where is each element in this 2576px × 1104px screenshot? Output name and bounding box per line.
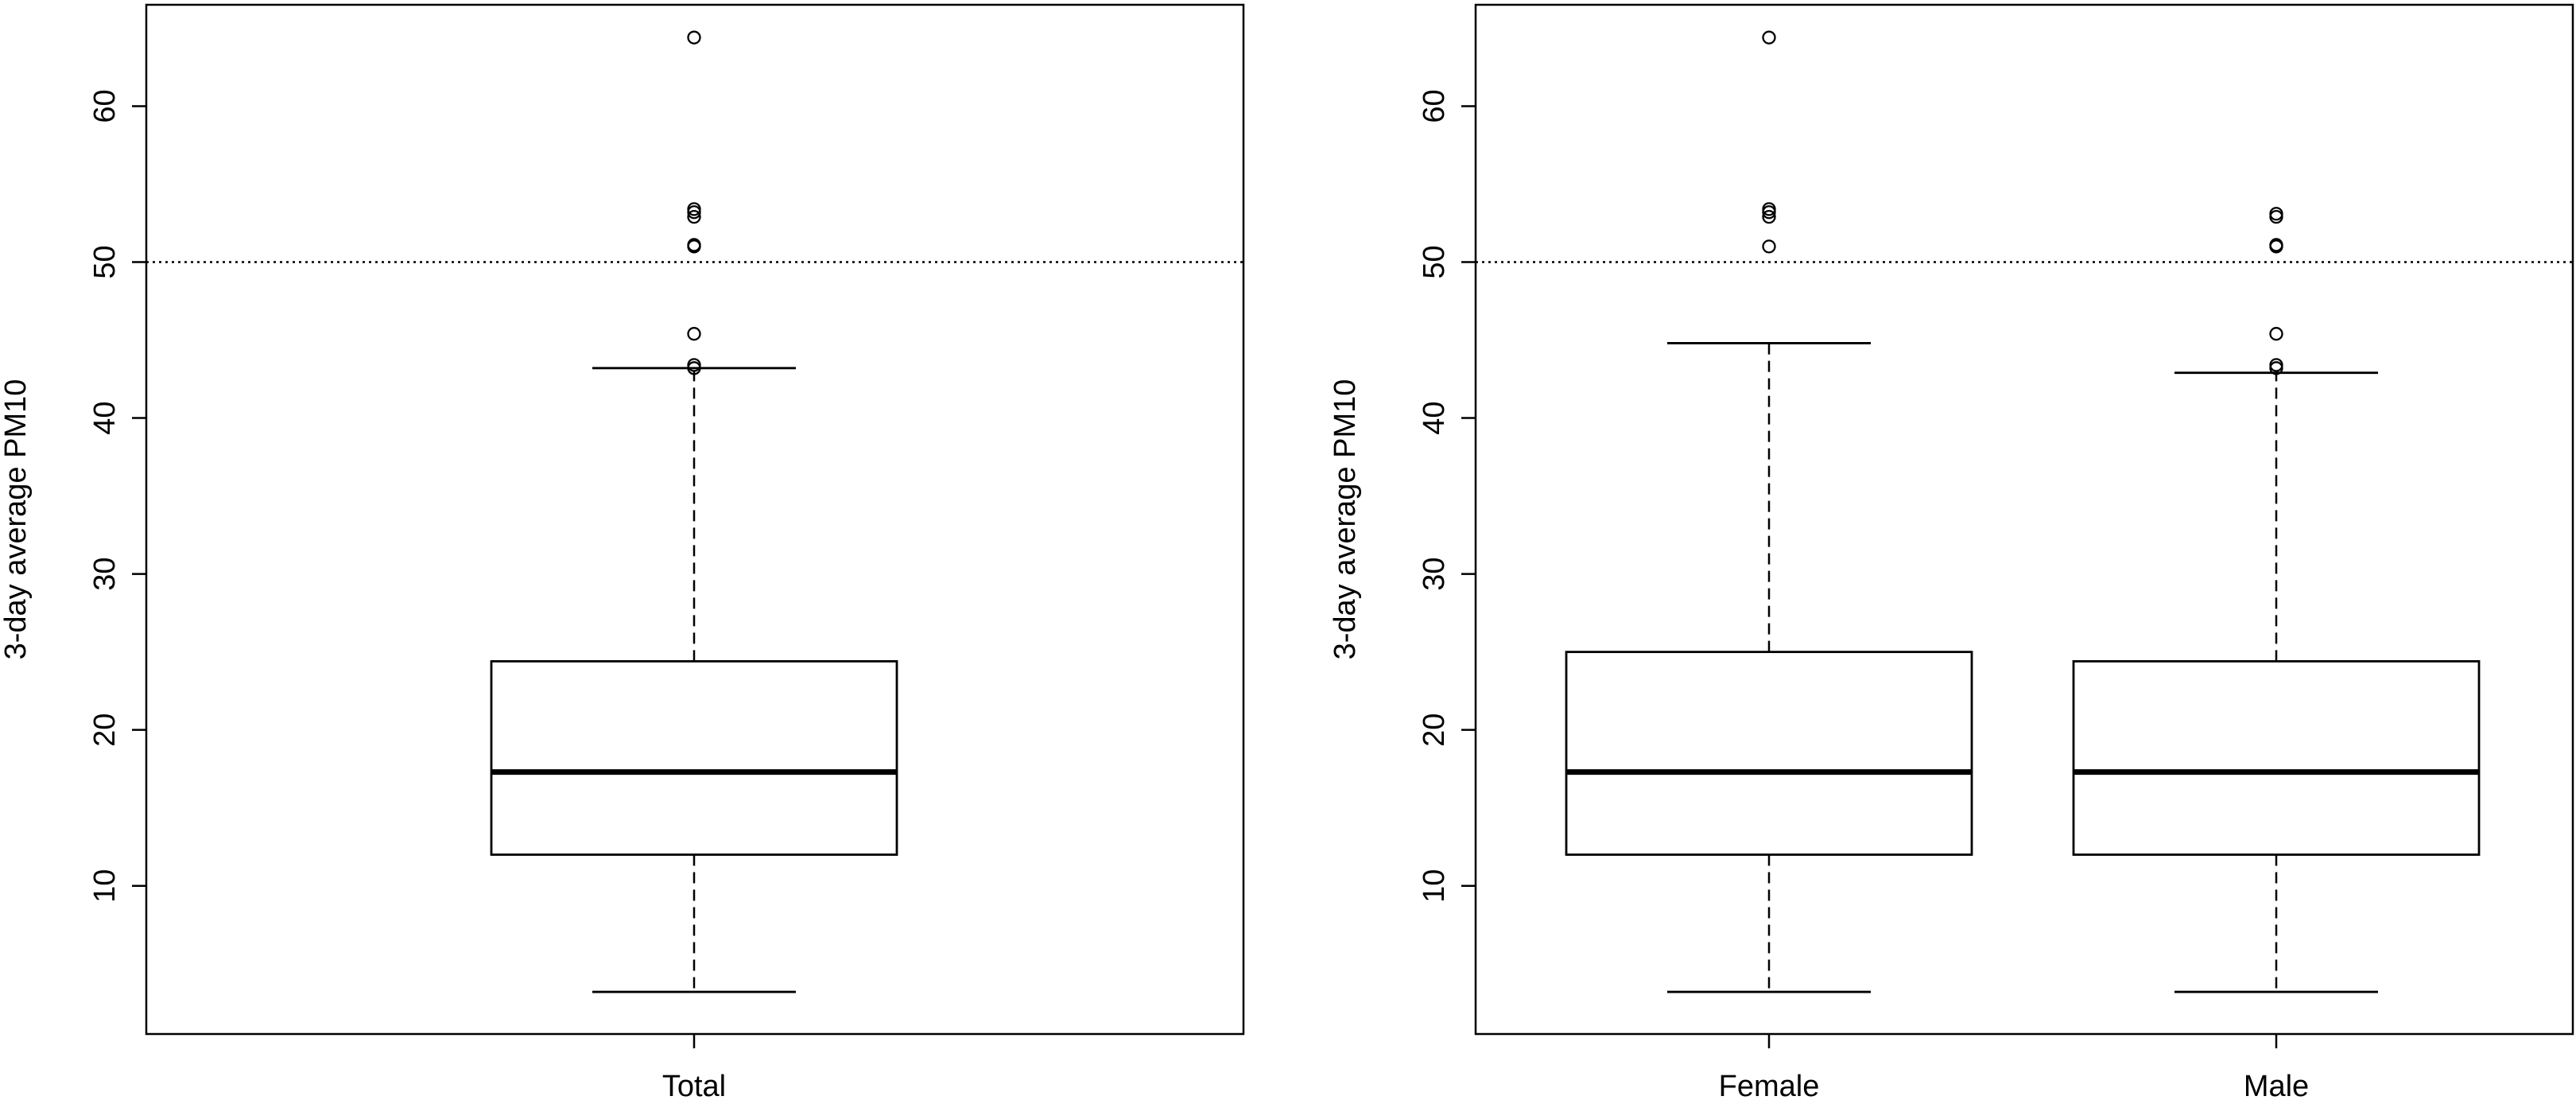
y-tick-label: 60	[88, 89, 122, 122]
y-tick-label: 40	[1418, 401, 1451, 434]
box-female	[1565, 30, 1973, 993]
plot-frame	[1474, 3, 2574, 1036]
iqr-box	[1565, 651, 1973, 856]
boxes	[146, 30, 1243, 993]
y-tick-label: 40	[88, 401, 122, 434]
outlier-point	[2269, 207, 2283, 221]
boxes	[1476, 30, 2573, 993]
outlier-point	[687, 209, 701, 224]
x-tick-label: Total	[662, 1070, 726, 1103]
outlier-point	[2269, 238, 2283, 252]
y-axis-label: 3-day average PM10	[0, 379, 33, 660]
outlier-point	[1762, 239, 1776, 254]
box-male	[2072, 207, 2481, 993]
outlier-point	[687, 30, 701, 45]
outlier-point	[1762, 209, 1776, 224]
outlier-point	[687, 238, 701, 252]
iqr-box	[490, 660, 898, 856]
iqr-box	[2072, 660, 2481, 856]
panel-gender: 3-day average PM10 10 20 30 40 50 60 Female Ma…	[1329, 3, 2574, 1103]
y-tick-label: 10	[1418, 869, 1451, 903]
x-axis: Female Male	[1719, 1034, 2309, 1103]
y-tick-label: 20	[1418, 713, 1451, 747]
outlier-point	[687, 327, 701, 341]
y-tick-label: 30	[88, 557, 122, 590]
outlier-point	[1762, 30, 1776, 45]
outlier-point	[687, 202, 701, 216]
outlier-point	[1762, 202, 1776, 216]
y-axis: 10 20 30 40 50 60	[1418, 89, 1476, 903]
outlier-point	[2269, 358, 2283, 372]
y-axis-label: 3-day average PM10	[1329, 379, 1362, 660]
y-tick-label: 50	[88, 245, 122, 278]
x-tick-label: Male	[2244, 1070, 2309, 1103]
y-tick-label: 30	[1418, 557, 1451, 590]
x-tick-label: Female	[1719, 1070, 1820, 1103]
y-tick-label: 50	[1418, 245, 1451, 278]
outlier-point	[2269, 327, 2283, 341]
x-axis: Total	[662, 1034, 726, 1103]
box-total	[490, 30, 898, 993]
y-axis: 10 20 30 40 50 60	[88, 89, 146, 903]
outlier-point	[687, 358, 701, 372]
y-tick-label: 10	[88, 869, 122, 903]
y-tick-label: 60	[1418, 89, 1451, 122]
panel-total: 3-day average PM10 10 20 30 40 50 60 Total	[0, 3, 1245, 1103]
y-tick-label: 20	[88, 713, 122, 747]
